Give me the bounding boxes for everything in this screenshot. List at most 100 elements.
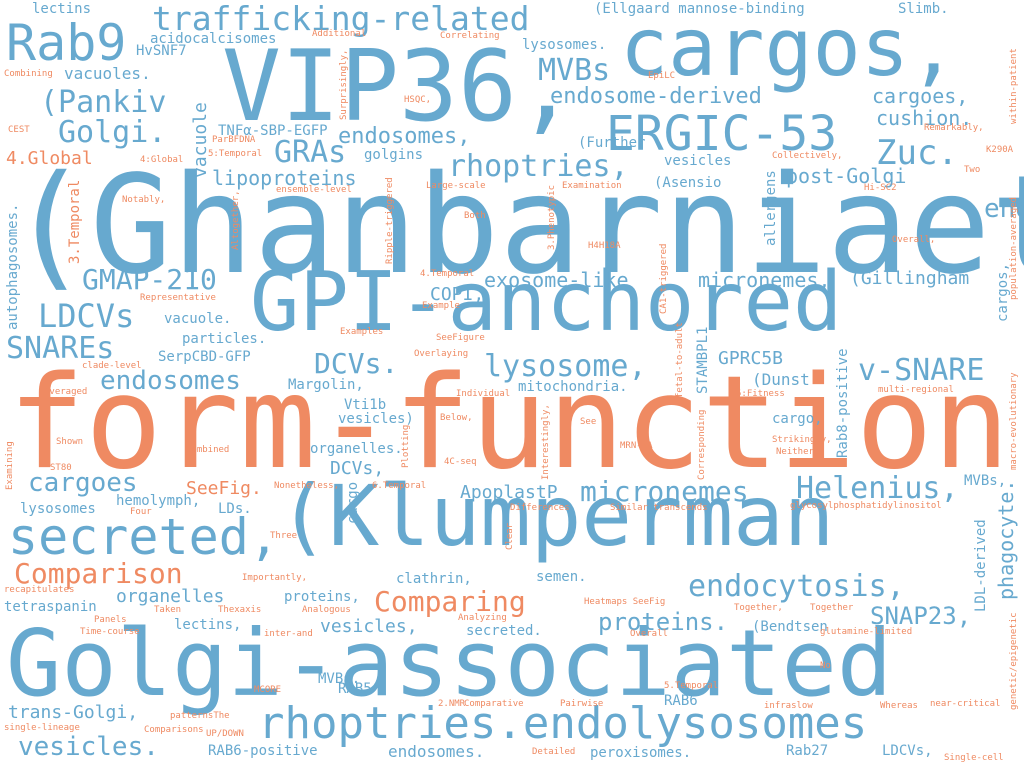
cloud-word: clathrin, bbox=[396, 571, 472, 587]
cloud-word: SerpCBD-GFP bbox=[158, 349, 251, 365]
cloud-word: trans-Golgi, bbox=[8, 702, 139, 723]
cloud-word: recapitulates bbox=[4, 585, 75, 595]
cloud-word: 5:Fitness bbox=[736, 389, 785, 399]
cloud-word: vesicles, bbox=[320, 616, 418, 637]
cloud-word: vacuoles. bbox=[64, 64, 151, 83]
cloud-word: Surprisingly, bbox=[339, 49, 349, 120]
cloud-word: VIP36, bbox=[222, 30, 577, 144]
cloud-word: Examining bbox=[5, 441, 15, 490]
cloud-word: (Dunst bbox=[752, 370, 810, 389]
cloud-word: Nonetheless, bbox=[274, 481, 340, 491]
cloud-word: 5.Temporal bbox=[664, 681, 719, 691]
cloud-word: particles. bbox=[182, 331, 267, 347]
cloud-word: hemolymph, bbox=[116, 493, 201, 509]
cloud-word: SeeFig. bbox=[186, 478, 262, 499]
cloud-word: vesicles bbox=[664, 153, 732, 169]
cloud-word: form-function bbox=[8, 349, 1010, 498]
cloud-word: Detailed bbox=[532, 747, 576, 757]
cloud-word: Thexaxis bbox=[218, 605, 262, 615]
cloud-word: Vti1b bbox=[344, 397, 387, 413]
cloud-word: vesicles. bbox=[18, 732, 159, 762]
cloud-word: 4:Global bbox=[140, 155, 184, 165]
cloud-word: vesicles) bbox=[338, 411, 414, 427]
cloud-word: MCORE bbox=[254, 685, 282, 695]
cloud-word: lectins bbox=[32, 1, 92, 17]
cloud-word: Golgi-associated bbox=[6, 610, 893, 717]
cloud-word: population-averaged bbox=[1009, 197, 1019, 300]
cloud-word: mitochondria. bbox=[518, 379, 628, 395]
cloud-word: multi-regional bbox=[878, 385, 954, 395]
cloud-word: ApoplastP bbox=[460, 482, 558, 503]
cloud-word: Comparing bbox=[374, 585, 526, 618]
cloud-word: Three bbox=[270, 531, 298, 541]
cloud-word: tetraspanin bbox=[4, 599, 97, 615]
cloud-word: ERGIC-53 bbox=[606, 106, 838, 162]
cloud-word: MRN-NA bbox=[620, 441, 653, 451]
cloud-word: Overall, bbox=[892, 235, 936, 245]
cloud-word: single-lineage bbox=[4, 723, 80, 733]
cloud-word: ST80 bbox=[50, 463, 72, 473]
cloud-word: Together, bbox=[734, 603, 783, 613]
cloud-word: MVBs bbox=[538, 53, 611, 88]
cloud-word: within-patient bbox=[1009, 48, 1019, 124]
cloud-word: lysosome, bbox=[484, 349, 647, 384]
cloud-word: vacuole bbox=[190, 102, 211, 178]
cloud-word: Taken bbox=[154, 605, 182, 615]
cloud-word: (Klumperman bbox=[278, 467, 835, 565]
cloud-word: GRAs bbox=[274, 135, 347, 170]
cloud-word: infraslow bbox=[764, 701, 813, 711]
cloud-word: cargoes, bbox=[872, 84, 969, 108]
cloud-word: RAB5 bbox=[338, 681, 372, 697]
cloud-word: proteins. bbox=[598, 608, 729, 636]
cloud-word: 5:Temporal bbox=[208, 149, 263, 159]
cloud-word: Overall bbox=[630, 629, 668, 639]
cloud-word: DCVs, bbox=[330, 458, 385, 479]
cloud-word: (Asensio bbox=[654, 175, 722, 191]
cloud-word: glutamine-limited bbox=[820, 627, 913, 637]
cloud-word: rhoptries, bbox=[448, 149, 629, 184]
cloud-word: Rab8-positive bbox=[835, 348, 851, 458]
cloud-word: Hi-SC2 bbox=[864, 183, 897, 193]
cloud-word: Examples bbox=[340, 327, 384, 337]
cloud-word: Golgi. bbox=[58, 115, 167, 150]
cloud-word: SeeFigure bbox=[436, 333, 485, 343]
cloud-word: 4C-seq bbox=[444, 457, 477, 467]
cloud-word: Neither bbox=[776, 447, 814, 457]
cloud-word: autophagosomes. bbox=[5, 203, 21, 330]
cloud-word: See bbox=[580, 417, 597, 427]
cloud-word: cargo bbox=[345, 481, 361, 524]
cloud-word: Zuc. bbox=[876, 133, 958, 173]
cloud-word: Overlaying bbox=[414, 349, 469, 359]
cloud-word: cargoes bbox=[28, 468, 138, 498]
cloud-word: Heatmaps SeeFig bbox=[584, 597, 666, 607]
cloud-word: cushion. bbox=[876, 106, 973, 130]
cloud-word: ensemble-level bbox=[276, 185, 352, 195]
cloud-word: proteins, bbox=[284, 589, 360, 605]
cloud-word: Corresponding bbox=[697, 409, 707, 480]
cloud-word: exosome-like bbox=[484, 268, 629, 292]
cloud-word: Collectively, bbox=[772, 151, 843, 161]
cloud-word: endocytosis, bbox=[688, 569, 905, 604]
cloud-word: near-critical bbox=[930, 699, 1001, 709]
cloud-word: HSQC, bbox=[404, 95, 432, 105]
cloud-word: Correlating bbox=[440, 31, 500, 41]
cloud-word: (Pankiv bbox=[40, 85, 167, 120]
cloud-word: endosomes. bbox=[388, 742, 485, 761]
cloud-word: Interestingly, bbox=[541, 404, 551, 480]
cloud-word: Strikingly, bbox=[772, 435, 832, 445]
cloud-word: SNAP23, bbox=[870, 602, 972, 630]
cloud-word: micronemes, bbox=[698, 268, 831, 292]
cloud-word: glycosylphosphatidylinositol bbox=[790, 501, 942, 511]
cloud-word: Individual bbox=[456, 389, 511, 399]
cloud-word: Combining bbox=[4, 69, 53, 79]
cloud-word: GPI-anchored bbox=[250, 255, 843, 350]
cloud-word: clade-level bbox=[82, 361, 142, 371]
cloud-word: Whereas bbox=[880, 701, 918, 711]
cloud-word: LDs. bbox=[218, 501, 252, 517]
cloud-word: SNAREs bbox=[6, 331, 115, 366]
cloud-word: secreted. bbox=[466, 623, 542, 639]
cloud-word: No bbox=[820, 661, 831, 671]
cloud-word: CEST bbox=[8, 125, 30, 135]
cloud-word: Importantly, bbox=[242, 573, 308, 583]
